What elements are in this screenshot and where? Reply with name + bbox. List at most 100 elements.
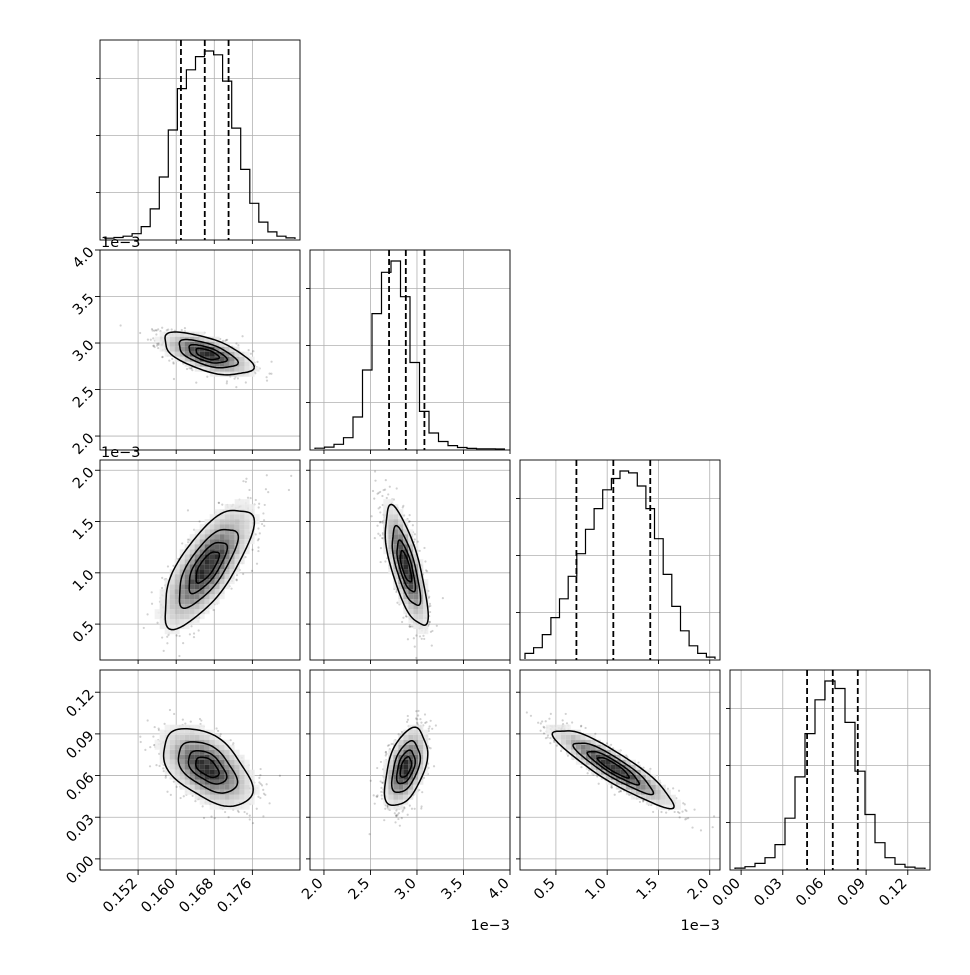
scatter-point (235, 578, 238, 581)
density-cell (204, 579, 210, 585)
density-cell (408, 589, 414, 595)
density-cell (224, 794, 230, 800)
density-cell (575, 734, 581, 740)
density-cell (189, 604, 195, 610)
density-cell (204, 764, 210, 770)
density-cell (169, 774, 175, 780)
scatter-point (257, 537, 260, 541)
density-cell (403, 759, 409, 765)
density-cell (209, 729, 215, 735)
density-cell (408, 774, 414, 780)
density-cell (219, 799, 225, 805)
panel-frame (99, 249, 301, 451)
density-cell (383, 794, 389, 800)
density-cell (580, 759, 586, 765)
density-cell (189, 574, 195, 580)
density-cell (545, 724, 551, 730)
density-cell (159, 599, 165, 605)
density-cell (660, 784, 666, 790)
density-cell (174, 604, 180, 610)
density-cell (418, 779, 424, 785)
scatter-point (541, 720, 544, 723)
density-cell (388, 759, 394, 765)
density-cell (393, 524, 399, 530)
density-cell (199, 529, 205, 535)
density-cell (209, 559, 215, 565)
density-cell (388, 749, 394, 755)
scatter-point (268, 372, 271, 375)
density-cell (169, 759, 175, 765)
scatter-point (388, 747, 391, 751)
scatter-point (397, 817, 400, 821)
density-cell (665, 789, 671, 795)
density-cell (398, 524, 404, 530)
density-cell (239, 804, 245, 810)
density-cell (244, 524, 250, 530)
scatter-point (186, 509, 190, 512)
scatter-point (190, 625, 193, 628)
density-cell (189, 614, 195, 620)
scatter-point (235, 574, 239, 577)
histogram-frame (519, 459, 721, 661)
density-cell (214, 589, 220, 595)
density-cell (204, 769, 210, 775)
scatter-point (152, 344, 156, 347)
scatter-point (372, 794, 375, 797)
density-cell (224, 784, 230, 790)
scatter-point (257, 549, 260, 553)
density-cell (570, 754, 576, 760)
scatter-point (254, 498, 257, 502)
density-cell (398, 759, 404, 765)
density-cell (244, 804, 250, 810)
density-cell (199, 779, 205, 785)
density-cell (580, 734, 586, 740)
histogram-frame (99, 39, 301, 241)
density-cell (393, 519, 399, 525)
scatter-point (544, 720, 547, 723)
panel-data (525, 711, 716, 832)
scatter-point (210, 815, 213, 818)
scatter-point (415, 710, 418, 713)
scatter-point (375, 795, 378, 798)
scatter-point (237, 344, 240, 347)
density-cell (249, 371, 255, 377)
y-offset-label: 1e−3 (101, 445, 141, 461)
density-cell (244, 774, 250, 780)
density-cell (249, 356, 255, 362)
density-cell (403, 789, 409, 795)
density-cell (408, 789, 414, 795)
density-cell (229, 519, 235, 525)
density-cell (418, 764, 424, 770)
scatter-point (428, 621, 431, 624)
density-cell (194, 336, 200, 342)
scatter-point (270, 372, 273, 375)
density-cell (194, 554, 200, 560)
scatter-point (376, 524, 379, 527)
scatter-point (259, 782, 262, 785)
density-cell (413, 784, 419, 790)
density-cell (154, 614, 160, 620)
density-cell (413, 764, 419, 770)
density-cell (214, 749, 220, 755)
density-cell (199, 569, 205, 575)
density-cell (184, 574, 190, 580)
density-cell (234, 559, 240, 565)
scatter-point (163, 722, 166, 725)
density-cell (423, 769, 429, 775)
scatter-point (428, 602, 432, 605)
density-cell (239, 514, 245, 520)
contour-line (188, 541, 229, 595)
scatter-point (161, 356, 164, 359)
density-cell (169, 346, 175, 352)
density-cell (224, 529, 230, 535)
density-cell (418, 724, 424, 730)
panel-data (368, 709, 437, 836)
density-cell (408, 729, 414, 735)
scatter-point (430, 644, 433, 647)
density-cell (199, 549, 205, 555)
density-cell (214, 784, 220, 790)
density-cell (189, 594, 195, 600)
scatter-point (244, 556, 247, 559)
density-cell (640, 784, 646, 790)
density-cell (635, 774, 641, 780)
